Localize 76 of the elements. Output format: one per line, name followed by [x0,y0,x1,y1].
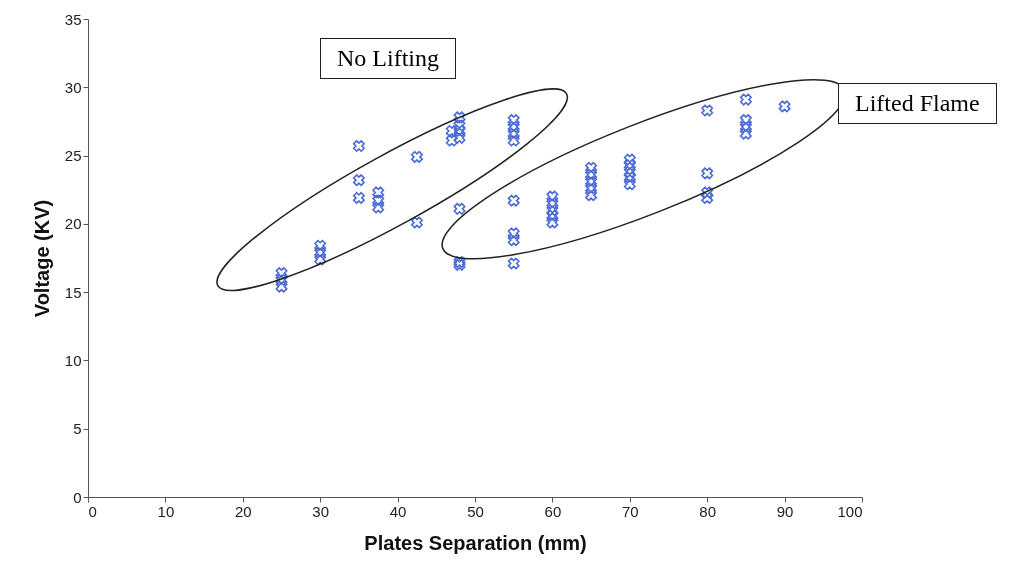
x-tick-label: 100 [837,502,863,520]
point [623,159,636,172]
annotation: Lifted Flame [838,83,997,124]
point [585,189,598,202]
annotation: No Lifting [320,38,456,79]
point [352,191,365,204]
x-tick-label: 60 [544,502,562,520]
x-tick-label: 70 [621,502,639,520]
point [739,127,752,140]
y-tick-label: 25 [64,147,82,165]
point [314,239,327,252]
x-tick-label: 0 [88,502,97,520]
point [546,216,559,229]
point [546,197,559,210]
point [445,134,458,147]
point [585,182,598,195]
point [372,186,385,199]
point [701,167,714,180]
point [507,134,520,147]
point [585,161,598,174]
point [623,153,636,166]
x-tick-label: 10 [157,502,175,520]
point [701,186,714,199]
x-tick-label: 90 [776,502,794,520]
y-tick-label: 20 [64,215,82,233]
y-tick-label: 0 [73,488,82,506]
point [739,120,752,133]
point [453,131,466,144]
point [507,257,520,270]
x-tick-label: 50 [467,502,484,520]
point [352,174,365,187]
point [314,246,327,259]
y-tick-label: 30 [64,78,82,96]
point [623,178,636,191]
point [585,175,598,188]
point [445,125,458,137]
point [275,280,288,293]
point [701,104,714,117]
point [507,114,520,127]
point [453,125,466,137]
y-axis-title: Voltage (KV) [30,199,53,318]
point [352,140,365,152]
y-tick-label: 10 [64,351,82,369]
point [372,194,385,207]
point [623,171,636,184]
point [507,127,520,140]
point [585,168,598,181]
point [507,194,520,207]
y-tick-label: 5 [73,420,82,438]
point [453,202,466,215]
point [739,114,752,127]
point [546,204,559,217]
x-tick-label: 30 [312,502,330,520]
point [778,100,791,113]
y-tick-label: 35 [64,10,82,28]
x-tick-label: 20 [234,502,252,520]
point [275,267,288,280]
point [453,111,466,124]
point [372,201,385,214]
point [410,150,423,163]
point [507,234,520,247]
point [546,190,559,203]
point [410,216,423,229]
point [314,253,327,266]
x-tick-label: 40 [389,502,407,520]
point [739,93,752,106]
point [275,273,288,286]
point [507,227,520,240]
x-tick-label: 80 [699,502,717,520]
x-axis-title: Plates Separation (mm) [364,531,587,554]
point [507,120,520,133]
point [623,165,636,178]
point [701,191,714,204]
point [453,119,466,132]
y-tick-label: 15 [64,283,82,301]
point [546,209,559,222]
